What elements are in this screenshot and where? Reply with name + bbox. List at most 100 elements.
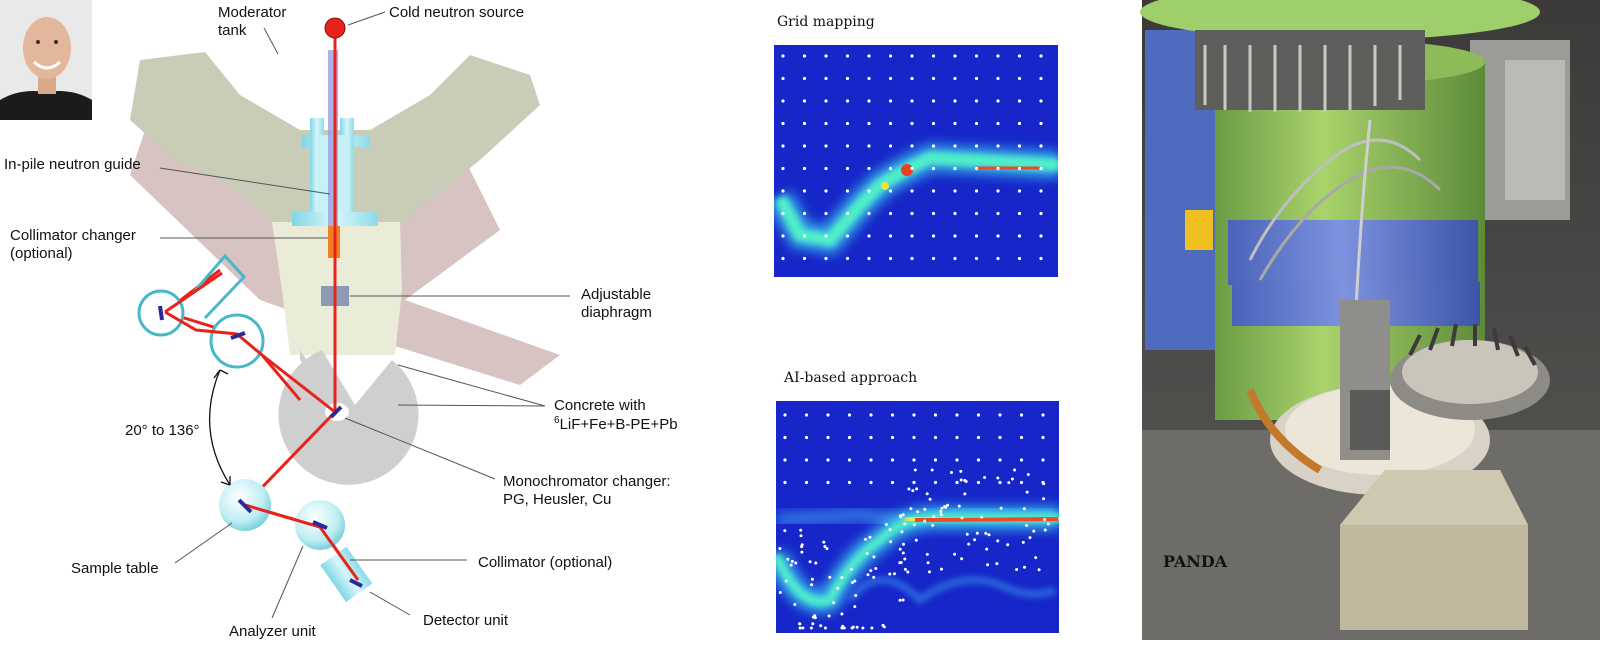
ai-dot [847,458,852,462]
grid-dot [867,76,871,81]
ai-dot [783,435,787,440]
grid-dot [824,256,828,261]
grid-dot [953,189,957,193]
ai-dot [976,413,981,417]
ai-dot [890,413,895,417]
ai-dot [960,557,964,561]
grid-dot [824,166,828,171]
ai-dot [1046,522,1050,526]
ai-dot [836,586,840,590]
ai-dot [800,543,804,547]
ai-dot [804,480,809,485]
grid-dot [910,99,914,103]
grid-dot [1017,189,1022,193]
ai-dot [810,577,814,581]
ai-dot [786,557,790,561]
grid-dot [974,121,979,126]
grid-dot [867,121,871,126]
grid-dot [931,256,936,261]
ai-dot [980,515,984,519]
ai-dot [933,413,938,417]
grid-dot [824,211,828,216]
grid-dot [1039,189,1043,193]
grid-dot [845,144,850,148]
ai-dot [915,487,919,491]
ai-dot [939,510,943,513]
grid-dot [824,76,828,81]
ai-dot [1021,540,1025,544]
ai-dot [898,561,902,565]
grid-dot [781,166,785,171]
ai-dot [866,573,870,577]
grid-dot [953,54,957,58]
moderator-tank-label-2: tank [218,22,247,39]
ai-dot [898,598,902,602]
ai-dot [931,523,935,527]
ai-dot [983,476,987,479]
grid-dot [953,121,957,126]
ai-dot [890,458,895,462]
ai-dot [823,545,827,548]
ai-dot [1010,477,1014,481]
ai-dot [1037,568,1041,572]
ai-dot [853,605,857,609]
grid-dot [953,99,957,103]
grid-dot [781,234,785,238]
ai-dot [847,480,852,485]
ai-dot [819,624,823,628]
ai-dot [869,413,873,417]
ai-dot [1042,497,1045,501]
grid-dot [867,234,871,238]
ai-dot [1023,565,1026,569]
ai-dot [789,563,793,567]
analyzer-unit-label: Analyzer unit [229,623,317,640]
ai-dot [933,480,938,485]
detector-unit-label: Detector unit [423,612,509,629]
grid-dot [1039,121,1043,126]
ai-dot [902,542,905,546]
ai-dot [907,487,911,491]
grid-dot [1017,99,1022,103]
ai-dot [825,547,829,551]
grid-dot [867,144,871,148]
ai-dot [900,530,904,534]
grid-dot [781,211,785,216]
grid-dot [953,144,957,148]
grid-dot [845,256,850,261]
ai-dot [798,626,802,630]
grid-dot [996,256,1000,261]
grid-dot [845,54,850,58]
grid-dot [974,76,979,81]
ai-dot [912,523,916,527]
ai-dot [898,547,902,551]
ai-dot [1028,536,1032,540]
grid-dot [996,189,1000,193]
ai-dot [996,476,1000,480]
ai-dot [783,480,787,485]
grid-dot [931,189,936,193]
ai-dot [811,622,815,626]
ai-dot [832,601,836,605]
grid-dot [802,256,807,261]
grid-dot [953,234,957,238]
grid-dot [1039,211,1043,216]
grid-dot [931,76,936,81]
ai-dot [841,624,845,628]
grid-dot [910,144,914,148]
grid-dot [888,234,893,238]
ai-dot [1006,543,1010,547]
grid-dot [974,256,979,261]
ai-dot [996,539,1000,543]
cold-source-label: Cold neutron source [389,4,524,21]
ai-dot [963,492,967,496]
ai-dot [804,435,809,440]
ai-dot [973,538,977,542]
ai-dot [850,626,854,630]
grid-dot [781,76,785,81]
grid-dot [1039,166,1043,171]
ai-dot [928,570,931,574]
grid-dot [1017,166,1022,171]
ai-dot [813,614,817,618]
ai-dot [899,515,903,519]
ai-dot [828,575,832,579]
